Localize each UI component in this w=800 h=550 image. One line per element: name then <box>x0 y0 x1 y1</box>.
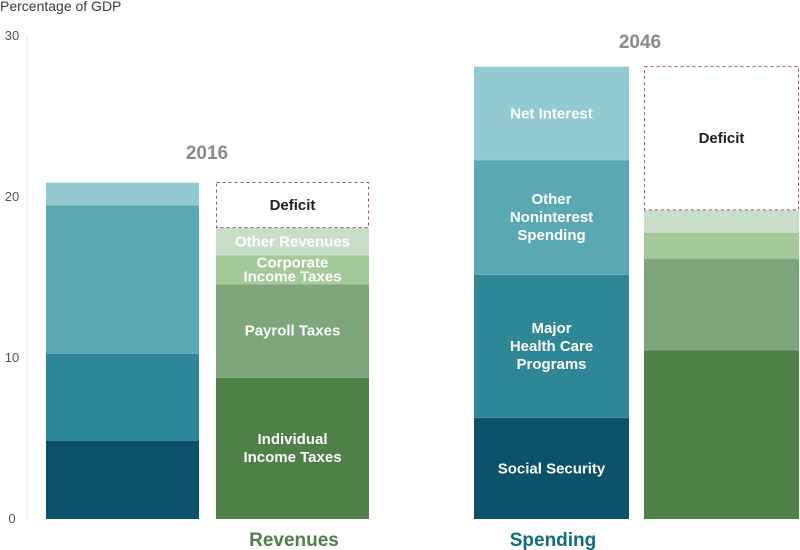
y-axis-title: Percentage of GDP <box>0 0 122 14</box>
bar-2046-deficit <box>644 66 799 211</box>
y-axis-ticks: 0 10 20 30 <box>5 28 19 526</box>
bar-2046-spending-other-noninterest <box>474 159 629 275</box>
bar-2016-revenues-individual-income-taxes <box>216 377 369 519</box>
label-corporate-income-taxes: Corporate <box>257 254 329 271</box>
label-individual-income-taxes: Income Taxes <box>243 449 341 466</box>
label-major-health-care-programs: Major <box>531 320 571 337</box>
year-label-2046: 2046 <box>619 32 661 53</box>
label-net-interest: Net Interest <box>510 105 593 122</box>
bar-2046-revenues-corporate-income-taxes <box>644 232 799 259</box>
bars <box>46 66 799 519</box>
bar-2046-spending-social-security <box>474 417 629 519</box>
bar-2046-revenues-individual-income-taxes <box>644 349 799 519</box>
bar-2046-spending-health-care <box>474 274 629 418</box>
label-individual-income-taxes: Individual <box>257 431 327 448</box>
bar-2016-spending-health-care <box>46 353 199 441</box>
y-tick-label: 30 <box>5 28 19 43</box>
bar-2016-revenues-other-revenues <box>216 227 369 255</box>
bar-2016-spending-other-noninterest <box>46 205 199 354</box>
bar-2016-deficit <box>216 182 369 229</box>
category-label-revenues: Revenues <box>249 530 339 550</box>
label-corporate-income-taxes: Income Taxes <box>243 268 341 285</box>
label-other-noninterest-spending: Other <box>531 191 571 208</box>
bar-2046-revenues-payroll-taxes <box>644 258 799 350</box>
label-deficit-2046: Deficit <box>699 130 745 147</box>
bar-2016-revenues-corporate-income-taxes <box>216 254 369 284</box>
category-label-spending: Spending <box>510 530 597 550</box>
bar-2046-revenues-other-revenues <box>644 209 799 233</box>
label-other-noninterest-spending: Noninterest <box>510 209 593 226</box>
y-tick-label: 0 <box>8 511 15 526</box>
y-tick-label: 10 <box>5 350 19 365</box>
label-deficit-2016: Deficit <box>270 197 316 214</box>
label-major-health-care-programs: Programs <box>516 356 586 373</box>
bar-2046-spending-net-interest <box>474 66 629 160</box>
year-label-2016: 2016 <box>186 143 228 164</box>
label-major-health-care-programs: Health Care <box>510 338 593 355</box>
bar-2016-revenues-payroll-taxes <box>216 283 369 378</box>
bar-2016-spending-social-security <box>46 440 199 519</box>
label-social-security: Social Security <box>498 460 606 477</box>
bar-2016-spending-net-interest <box>46 182 199 206</box>
y-tick-label: 20 <box>5 189 19 204</box>
label-other-revenues: Other Revenues <box>235 233 350 250</box>
label-other-noninterest-spending: Spending <box>517 227 585 244</box>
label-payroll-taxes: Payroll Taxes <box>245 323 341 340</box>
